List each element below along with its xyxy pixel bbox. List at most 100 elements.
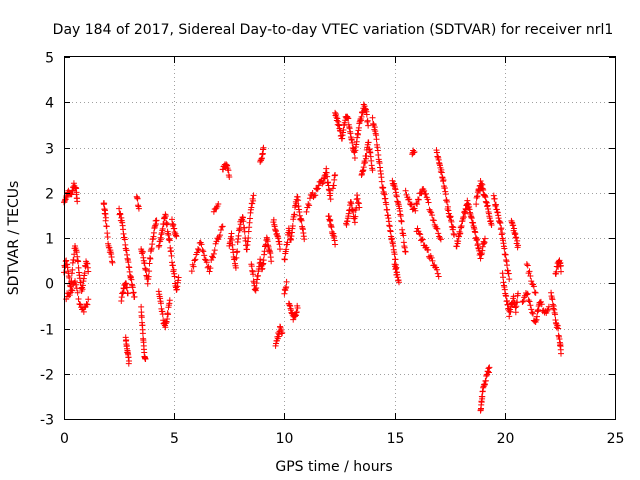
data-point — [146, 260, 153, 267]
data-point — [422, 190, 429, 197]
data-point — [168, 252, 175, 259]
data-point — [191, 257, 198, 264]
data-point — [485, 369, 492, 376]
data-point — [235, 232, 242, 239]
data-point — [138, 314, 145, 321]
data-point — [505, 270, 512, 277]
data-point — [192, 256, 199, 263]
data-point — [417, 231, 424, 238]
data-point — [236, 226, 243, 233]
data-point — [396, 279, 403, 286]
data-point — [383, 201, 390, 208]
y-tick-label: 1 — [45, 232, 54, 248]
data-point — [209, 254, 216, 261]
data-point — [124, 290, 131, 297]
data-point — [474, 236, 481, 243]
data-point — [544, 308, 551, 315]
data-point — [416, 230, 423, 237]
data-point — [283, 278, 290, 285]
data-point — [435, 230, 442, 237]
data-point — [327, 196, 334, 203]
data-point — [74, 289, 81, 296]
data-point — [506, 276, 513, 283]
data-point — [527, 273, 534, 280]
data-point — [393, 269, 400, 276]
y-tick-label: 2 — [45, 187, 54, 203]
data-point — [201, 252, 208, 259]
data-point — [528, 306, 535, 313]
data-point — [117, 211, 124, 218]
data-point — [428, 254, 435, 261]
data-point — [80, 308, 87, 315]
data-point — [164, 316, 171, 323]
data-point — [81, 270, 88, 277]
data-point — [352, 213, 359, 220]
data-point — [298, 217, 305, 224]
data-point — [442, 191, 449, 198]
data-point — [121, 236, 128, 243]
data-point — [199, 247, 206, 254]
y-tick-label: -3 — [40, 413, 54, 429]
data-point — [510, 222, 517, 229]
data-point — [203, 259, 210, 266]
data-point — [523, 261, 530, 268]
data-point — [391, 251, 398, 258]
data-point — [424, 196, 431, 203]
data-point — [312, 192, 319, 199]
data-point — [513, 234, 520, 241]
data-point — [507, 308, 514, 315]
data-point — [68, 191, 75, 198]
data-point — [217, 232, 224, 239]
data-point — [349, 139, 356, 146]
data-point — [500, 274, 507, 281]
data-point — [473, 201, 480, 208]
data-point — [552, 311, 559, 318]
data-point — [378, 178, 385, 185]
x-tick-labels: 0 5 10 15 20 25 — [60, 431, 624, 447]
data-point — [529, 309, 536, 316]
data-point — [558, 268, 565, 275]
data-point — [353, 205, 360, 212]
data-point — [512, 309, 519, 316]
data-point — [549, 296, 556, 303]
data-point — [528, 278, 535, 285]
data-point — [450, 224, 457, 231]
data-point — [166, 297, 173, 304]
data-point — [526, 268, 533, 275]
data-point — [425, 247, 432, 254]
data-point — [66, 292, 73, 299]
data-point — [421, 187, 428, 194]
data-point — [153, 217, 160, 224]
data-point — [430, 217, 437, 224]
data-point — [102, 214, 109, 221]
data-point — [448, 218, 455, 225]
data-point — [457, 230, 464, 237]
data-point — [408, 201, 415, 208]
data-point — [455, 238, 462, 245]
data-point — [289, 222, 296, 229]
data-point — [334, 115, 341, 122]
data-point — [301, 236, 308, 243]
data-point — [207, 265, 214, 272]
data-point — [533, 313, 540, 320]
data-point — [315, 182, 322, 189]
data-point — [268, 258, 275, 265]
data-point — [414, 201, 421, 208]
data-point — [226, 174, 233, 181]
data-point — [510, 293, 517, 300]
data-point — [124, 284, 131, 291]
data-point — [142, 355, 149, 362]
y-tick-label: 5 — [45, 51, 54, 67]
data-point — [515, 242, 522, 249]
data-point — [433, 266, 440, 273]
data-point — [305, 201, 312, 208]
data-point — [514, 237, 521, 244]
data-point — [491, 195, 498, 202]
x-axis-label: GPS time / hours — [275, 459, 392, 475]
data-point — [413, 200, 420, 207]
data-point — [85, 268, 92, 275]
data-point — [101, 200, 108, 207]
x-tick-label: 15 — [387, 431, 405, 447]
data-point — [340, 126, 347, 133]
